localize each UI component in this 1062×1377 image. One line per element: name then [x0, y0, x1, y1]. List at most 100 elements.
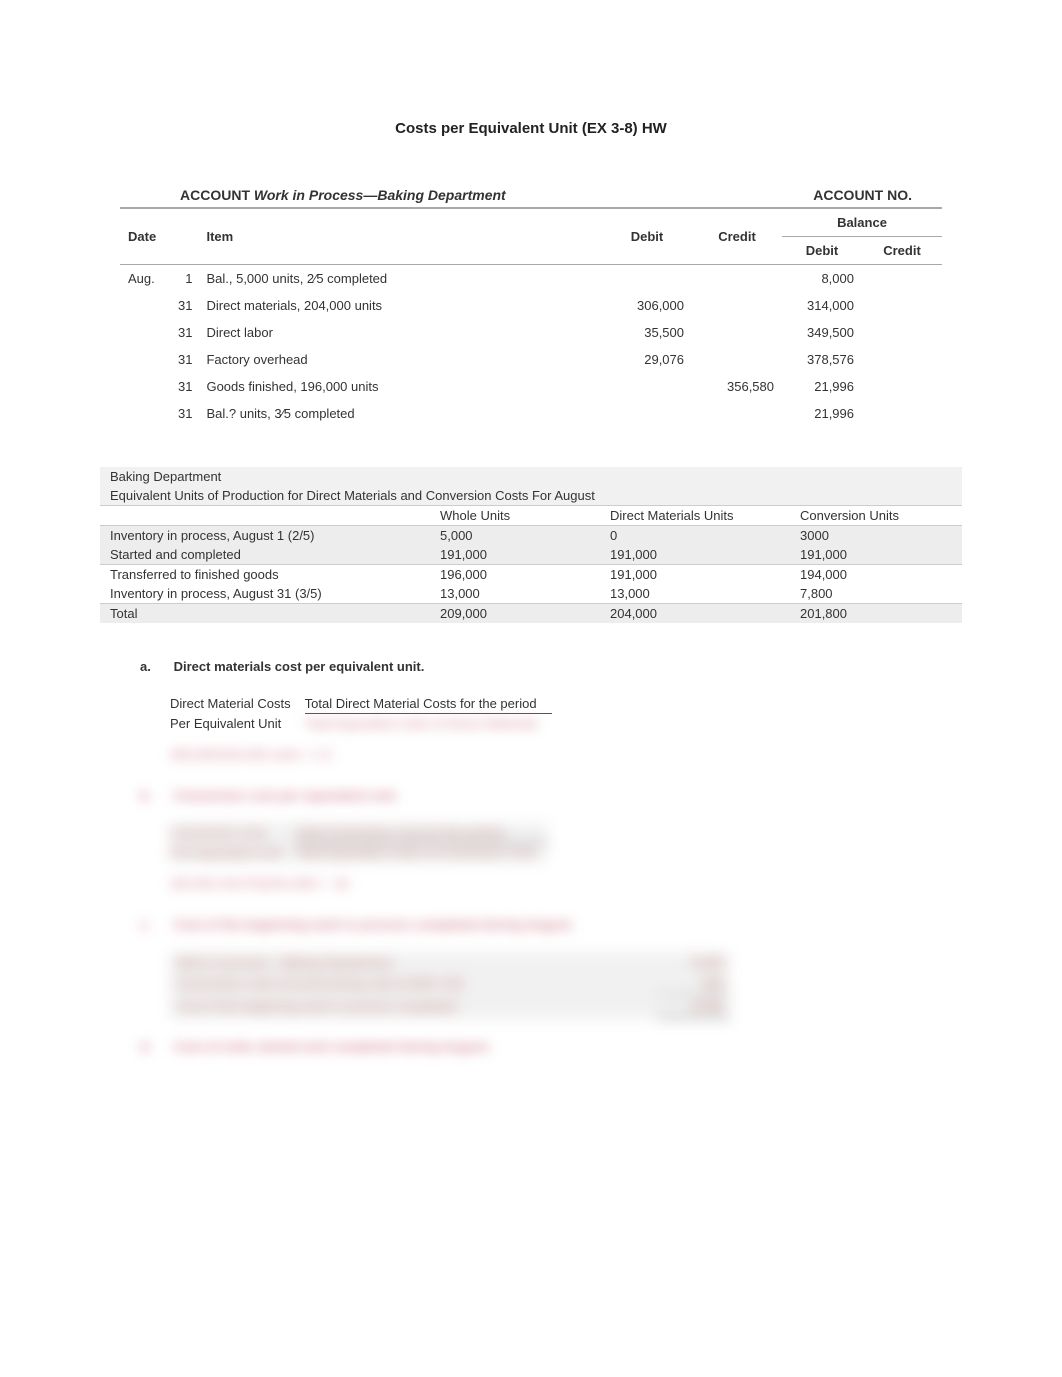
section-d-letter: d. — [140, 1039, 170, 1054]
cell-item: Bal., 5,000 units, 2⁄5 completed — [198, 265, 602, 293]
col-bal-debit: Debit — [782, 237, 862, 265]
col-debit: Debit — [602, 208, 692, 265]
cell-bal-credit — [862, 265, 942, 293]
cell-day: 31 — [170, 292, 198, 319]
formula-b-lhs1: Conversion Cost — [170, 823, 295, 843]
eq-row-label: Started and completed — [100, 545, 430, 565]
cell-day: 1 — [170, 265, 198, 293]
eq-row-label: Total — [100, 604, 430, 624]
cell-bal-credit — [862, 346, 942, 373]
cell-bal-credit — [862, 319, 942, 346]
eq-empty — [100, 506, 430, 526]
cell-credit — [692, 319, 782, 346]
eq-conv: 191,000 — [790, 545, 962, 565]
section-c: c. Cost of the beginning work in process… — [140, 917, 962, 932]
work-c-r1-val: 8,000 — [657, 952, 730, 973]
formula-b: Conversion Cost Total Conversion Cost fo… — [170, 823, 548, 862]
cell-item: Goods finished, 196,000 units — [198, 373, 602, 400]
formula-a-bot: Total Equivalent Units of Direct Materia… — [305, 714, 552, 734]
cell-bal-debit: 314,000 — [782, 292, 862, 319]
cell-credit — [692, 400, 782, 427]
eq-whole: 191,000 — [430, 545, 600, 565]
table-row: 31 Direct labor 35,500 349,500 — [120, 319, 942, 346]
col-bal-credit: Credit — [862, 237, 942, 265]
eq-dm: 191,000 — [600, 545, 790, 565]
eq-conv: 201,800 — [790, 604, 962, 624]
cell-month: Aug. — [120, 265, 170, 293]
cell-bal-debit: 21,996 — [782, 400, 862, 427]
formula-b-lhs2: Per Equivalent Unit — [170, 843, 295, 863]
col-credit: Credit — [692, 208, 782, 265]
eq-whole: 5,000 — [430, 526, 600, 546]
work-c-r2-label: Conversion costs incurred during July (3… — [170, 973, 657, 995]
formula-a-top: Total Direct Material Costs for the peri… — [305, 694, 552, 714]
cell-debit: 35,500 — [602, 319, 692, 346]
page-title: Costs per Equivalent Unit (EX 3-8) HW — [100, 120, 962, 137]
eq-dm: 13,000 — [600, 584, 790, 604]
cell-bal-debit: 349,500 — [782, 319, 862, 346]
formula-b-bot: Total Equivalent Units of Conversion Cos… — [295, 843, 548, 863]
work-c-r2-val: 960 — [657, 973, 730, 995]
cell-bal-debit: 378,576 — [782, 346, 862, 373]
formula-a: Direct Material Costs Total Direct Mater… — [170, 694, 552, 733]
account-label: ACCOUNT — [180, 187, 250, 203]
cell-item: Bal.? units, 3⁄5 completed — [198, 400, 602, 427]
eq-row-label: Inventory in process, August 31 (3/5) — [100, 584, 430, 604]
section-a: a. Direct materials cost per equivalent … — [140, 659, 962, 674]
section-b-title: Conversion cost per equivalent unit. — [174, 788, 399, 803]
cell-day: 31 — [170, 319, 198, 346]
work-c-r3-label: Cost of the beginning work in process co… — [170, 995, 657, 1018]
section-a-letter: a. — [140, 659, 170, 674]
cell-item: Factory overhead — [198, 346, 602, 373]
calc-b: (35,500+29,076)/201,800 = .32 — [170, 876, 962, 891]
cell-month — [120, 319, 170, 346]
section-a-title: Direct materials cost per equivalent uni… — [174, 659, 425, 674]
eq-dept: Baking Department — [100, 467, 962, 486]
eq-conv: 194,000 — [790, 565, 962, 585]
cell-credit — [692, 292, 782, 319]
eq-whole: 209,000 — [430, 604, 600, 624]
eq-col-dm: Direct Materials Units — [600, 506, 790, 526]
cell-debit: 306,000 — [602, 292, 692, 319]
account-no-label: ACCOUNT NO. — [813, 187, 912, 203]
table-row: Aug. 1 Bal., 5,000 units, 2⁄5 completed … — [120, 265, 942, 293]
section-b: b. Conversion cost per equivalent unit. — [140, 788, 962, 803]
cell-bal-credit — [862, 400, 942, 427]
section-b-letter: b. — [140, 788, 170, 803]
work-c-r3-val: 8,960 — [657, 995, 730, 1018]
cell-debit — [602, 265, 692, 293]
col-date: Date — [120, 208, 170, 265]
cell-bal-debit: 8,000 — [782, 265, 862, 293]
formula-b-top: Total Conversion Cost for the period — [295, 823, 548, 843]
table-row: 31 Factory overhead 29,076 378,576 — [120, 346, 942, 373]
eq-dm: 204,000 — [600, 604, 790, 624]
ledger-table: Date Item Debit Credit Balance Debit Cre… — [120, 207, 942, 427]
cell-debit: 29,076 — [602, 346, 692, 373]
eq-conv: 3000 — [790, 526, 962, 546]
cell-month — [120, 373, 170, 400]
formula-a-lhs1: Direct Material Costs — [170, 694, 305, 714]
section-c-title: Cost of the beginning work in process co… — [174, 917, 574, 932]
table-row: 31 Goods finished, 196,000 units 356,580… — [120, 373, 942, 400]
section-c-letter: c. — [140, 917, 170, 932]
cell-bal-debit: 21,996 — [782, 373, 862, 400]
cell-debit — [602, 373, 692, 400]
eq-col-conv: Conversion Units — [790, 506, 962, 526]
cell-credit — [692, 265, 782, 293]
eq-dm: 191,000 — [600, 565, 790, 585]
eq-subtitle: Equivalent Units of Production for Direc… — [100, 486, 962, 506]
ledger-header: ACCOUNT Work in Process—Baking Departmen… — [120, 187, 942, 207]
cell-bal-credit — [862, 292, 942, 319]
eq-row-label: Transferred to finished goods — [100, 565, 430, 585]
cell-bal-credit — [862, 373, 942, 400]
col-item: Item — [198, 208, 602, 265]
section-d: d. Cost of units started and completed d… — [140, 1039, 962, 1054]
eq-col-whole: Whole Units — [430, 506, 600, 526]
work-c: Work in process - Baking Department 8,00… — [170, 952, 730, 1019]
eq-whole: 13,000 — [430, 584, 600, 604]
table-row: 31 Bal.? units, 3⁄5 completed 21,996 — [120, 400, 942, 427]
col-balance: Balance — [782, 208, 942, 237]
cell-item: Direct labor — [198, 319, 602, 346]
cell-item: Direct materials, 204,000 units — [198, 292, 602, 319]
eq-dm: 0 — [600, 526, 790, 546]
